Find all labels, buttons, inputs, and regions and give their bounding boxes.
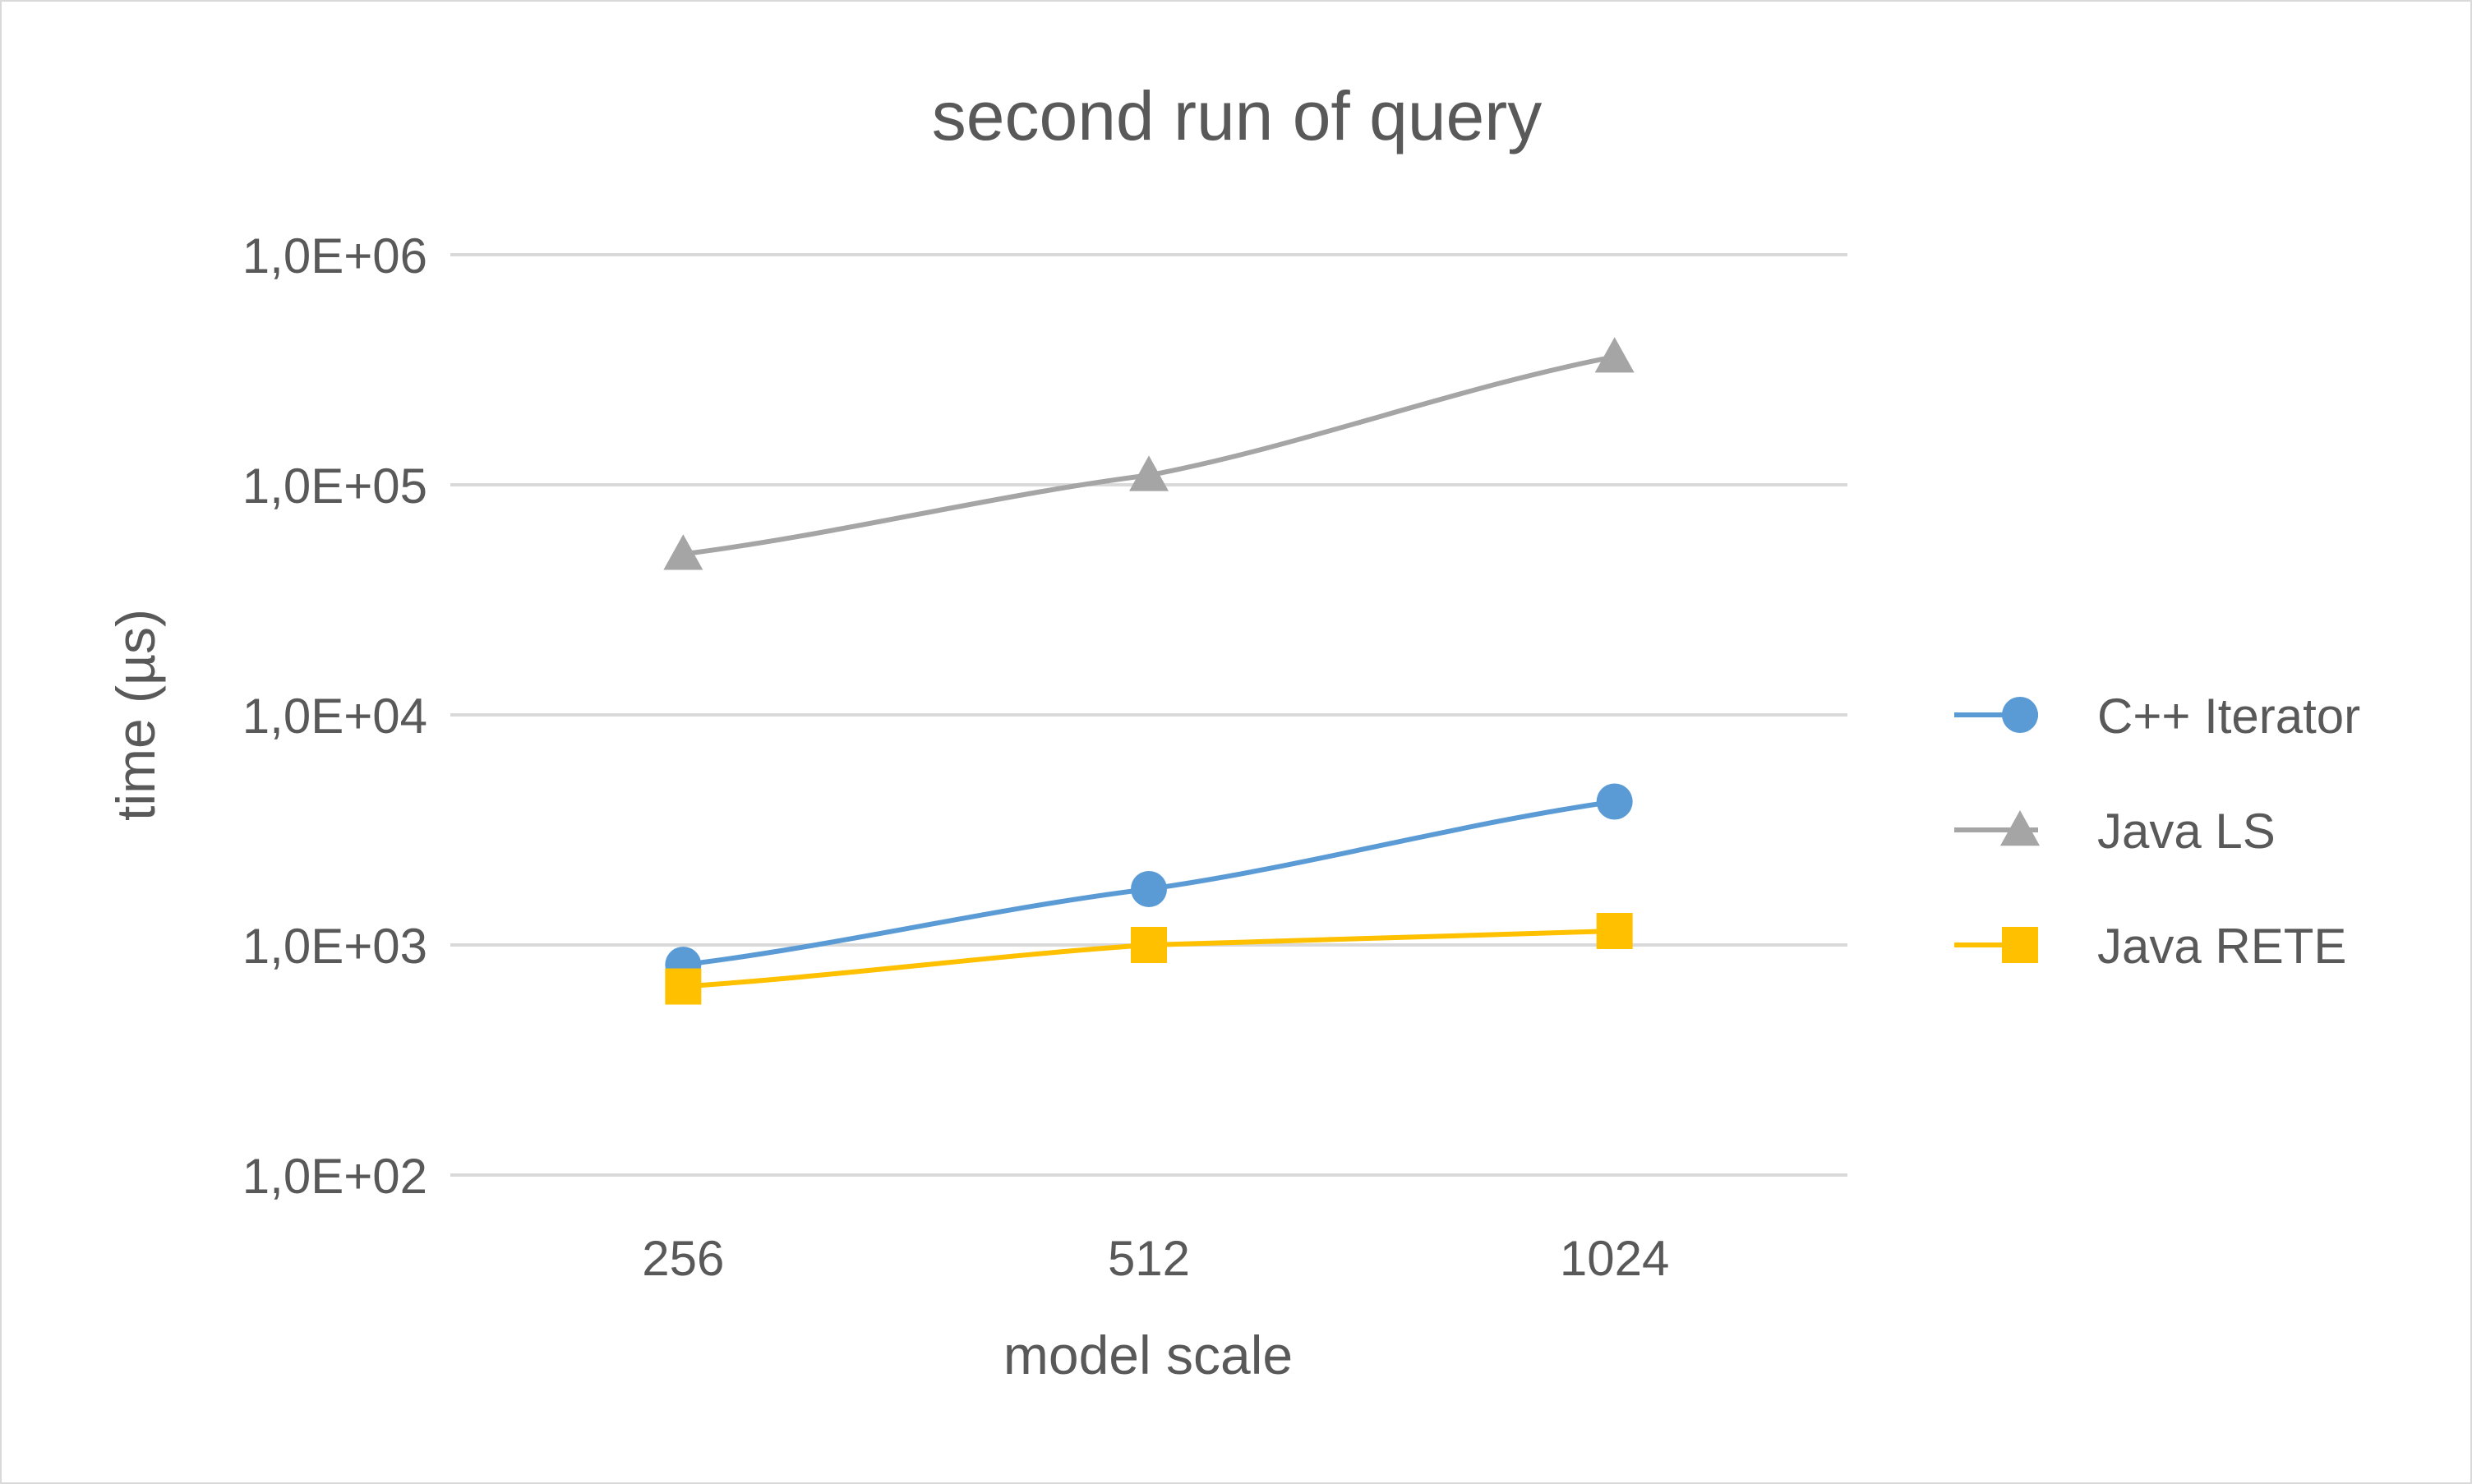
y-tick-label: 1,0E+02 [242, 1149, 427, 1204]
data-point [1596, 783, 1633, 820]
x-tick-label: 512 [1108, 1231, 1190, 1286]
series-line [682, 354, 1616, 557]
x-axis-label: model scale [1003, 1325, 1293, 1385]
y-tick-label: 1,0E+03 [242, 919, 427, 974]
series-2 [665, 913, 1633, 1005]
legend-label: Java LS [2097, 804, 2276, 859]
data-point [1594, 337, 1635, 373]
series-1 [663, 337, 1635, 570]
legend-item: Java LS [1954, 804, 2276, 859]
legend-marker [2000, 810, 2040, 846]
chart-title: second run of query [932, 77, 1542, 154]
data-point [1131, 870, 1167, 907]
y-axis-label: time (µs) [105, 609, 166, 821]
y-tick-label: 1,0E+05 [242, 459, 427, 514]
y-axis-ticks: 1,0E+02 1,0E+03 1,0E+04 1,0E+05 1,0E+06 [242, 228, 427, 1204]
legend-label: Java RETE [2097, 919, 2346, 974]
legend-label: C++ Iterator [2097, 689, 2360, 744]
gridlines [450, 253, 1847, 1177]
legend-item: C++ Iterator [1954, 689, 2360, 744]
data-point [665, 968, 702, 1005]
data-point [663, 534, 703, 570]
series-group [663, 337, 1635, 1005]
x-axis-ticks: 256 512 1024 [642, 1231, 1669, 1286]
legend-item: Java RETE [1954, 919, 2346, 974]
x-tick-label: 1024 [1560, 1231, 1669, 1286]
legend-marker [2002, 927, 2038, 963]
data-point [1596, 913, 1633, 950]
legend: C++ Iterator Java LS Java RETE [1954, 689, 2360, 974]
y-tick-label: 1,0E+06 [242, 228, 427, 283]
data-point [1131, 927, 1167, 963]
data-point [1129, 455, 1169, 491]
x-tick-label: 256 [642, 1231, 724, 1286]
y-tick-label: 1,0E+04 [242, 689, 427, 744]
legend-marker [2002, 697, 2038, 733]
